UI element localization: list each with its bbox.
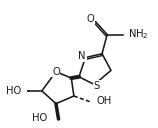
Text: NH$_2$: NH$_2$ — [128, 28, 149, 41]
Text: HO: HO — [32, 113, 48, 123]
Text: O: O — [87, 14, 94, 24]
Text: O: O — [52, 67, 60, 77]
Text: OH: OH — [97, 96, 112, 106]
Text: N: N — [79, 51, 86, 61]
Text: HO: HO — [6, 86, 21, 96]
Text: S: S — [94, 81, 100, 91]
